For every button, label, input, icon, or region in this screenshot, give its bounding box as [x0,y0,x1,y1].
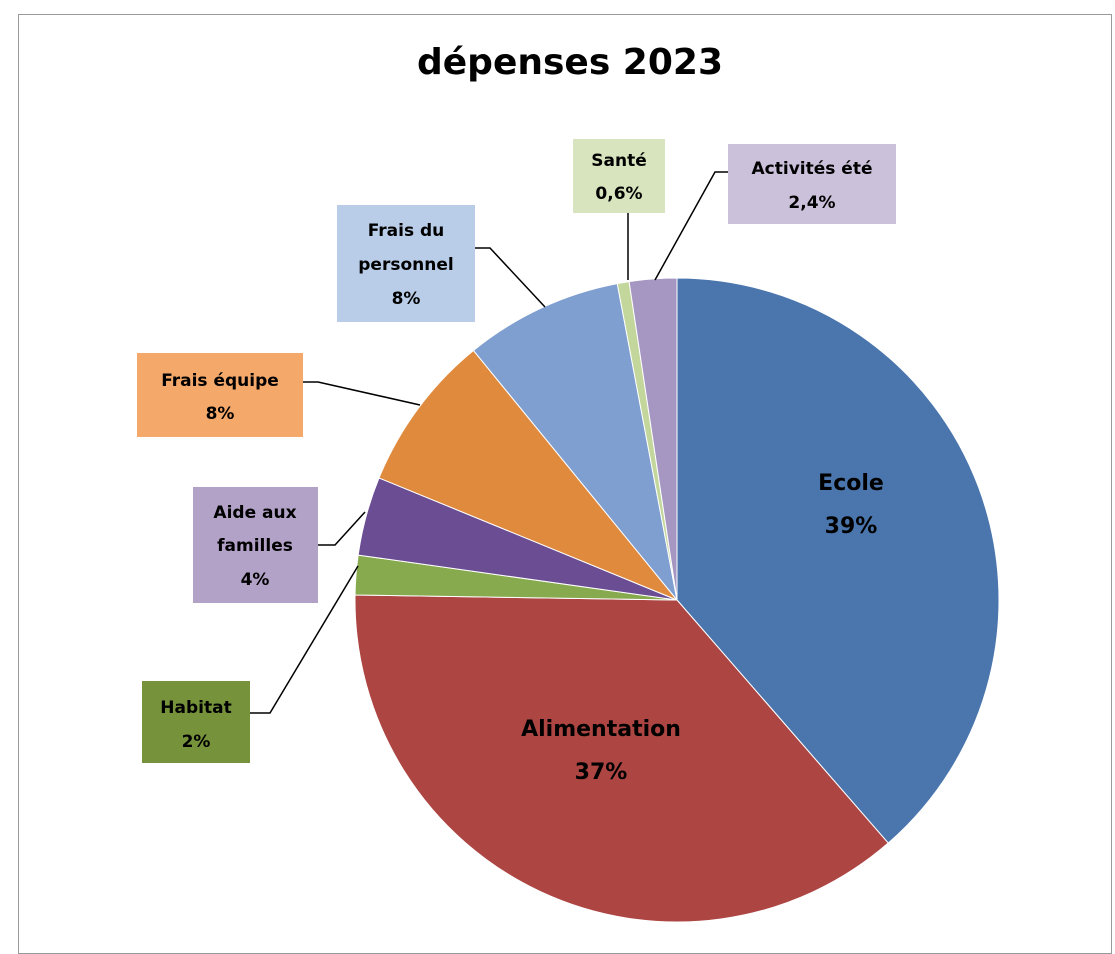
label-box-aide [193,487,318,603]
slice-value-alimentation: 37% [575,760,628,785]
label-box-equipe [137,353,303,437]
leader-lines [250,171,728,714]
slice-value-equipe: 8% [206,404,235,424]
slice-label-sante: Santé [591,151,646,171]
slice-label-personnel-line1: Frais du [368,221,445,241]
slice-value-ecole: 39% [825,514,878,539]
label-box-sante [573,139,665,213]
slice-label-ecole: Ecole [818,471,884,496]
slice-value-sante: 0,6% [595,184,642,204]
leader-line-equipe [303,381,421,406]
label-box-personnel [337,205,475,322]
pie-slice-activites-ete [628,277,678,601]
slice-label-alimentation: Alimentation [521,717,681,742]
leader-line-personnel [475,247,546,308]
slice-label-personnel-line2: personnel [358,255,453,275]
pie-slice-frais-du-personnel [472,283,678,601]
pie-slice-alimentation [354,594,889,923]
slice-value-activites: 2,4% [788,193,835,213]
leader-line-activites [654,171,728,281]
pie-slice-frais-equipe [378,349,678,601]
label-box-activites [728,144,896,224]
slice-value-aide: 4% [241,570,270,590]
leader-line-aide [318,511,366,546]
slice-label-activites: Activités été [752,159,873,179]
pie-slices [354,277,1000,923]
chart-title: dépenses 2023 [417,42,723,83]
slice-value-personnel: 8% [392,289,421,309]
slice-value-habitat: 2% [182,732,211,752]
pie-slice-ecole [676,277,1000,844]
slice-label-aide-line1: Aide aux [213,503,296,523]
label-box-habitat [142,681,250,763]
slice-label-aide-line2: familles [217,536,293,556]
slice-label-equipe: Frais équipe [161,371,279,391]
leader-line-habitat [250,565,359,714]
slice-label-habitat: Habitat [160,698,231,718]
